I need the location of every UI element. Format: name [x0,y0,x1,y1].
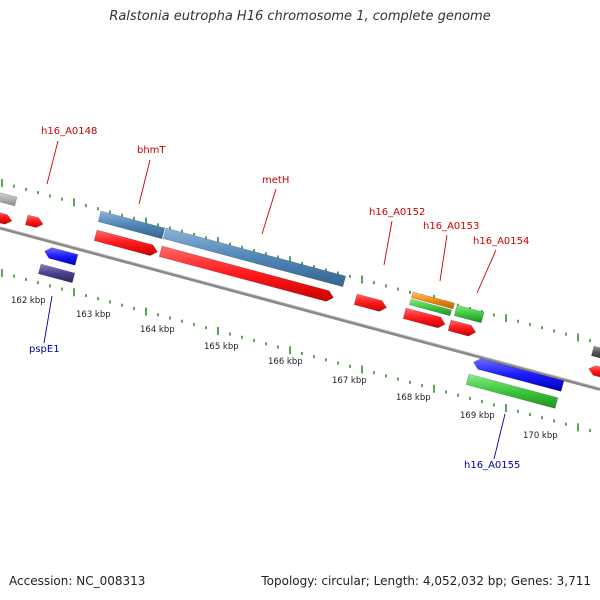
cds-red[interactable] [158,245,334,302]
scale-label: 162 kbp [11,296,46,306]
h16_A0153-green-gene[interactable] [409,298,452,317]
scale-label: 164 kbp [140,325,175,335]
label-leader-line [46,140,59,185]
cds-grey[interactable] [0,190,18,207]
gene-label-metH[interactable]: metH [262,175,289,186]
cds-blue[interactable] [44,247,79,266]
bhmT-gene[interactable] [97,210,166,240]
scale-label: 163 kbp [76,310,111,320]
gene-label-pspE1[interactable]: pspE1 [29,344,60,355]
label-leader-line [138,159,151,205]
cds-red[interactable] [447,319,477,337]
h16_A0154-gene[interactable] [453,304,485,324]
page-title: Ralstonia eutropha H16 chromosome 1, com… [109,9,491,24]
h16_A0153-orange-gene[interactable] [411,291,455,310]
gene-label-h16_A0148[interactable]: h16_A0148 [41,126,97,137]
cds-red[interactable] [588,365,600,378]
cds-red[interactable] [93,229,158,256]
label-leaders [43,140,506,460]
h16_A0155-gene[interactable] [473,358,565,392]
pspE1-gene[interactable] [38,263,76,284]
gene-label-h16_A0154[interactable]: h16_A0154 [473,236,529,247]
topology-summary: Topology: circular; Length: 4,052,032 bp… [261,574,591,588]
backbone [0,226,600,391]
gene-label-h16_A0153[interactable]: h16_A0153 [423,221,479,232]
metH-gene[interactable] [162,227,347,288]
label-leader-line [493,413,506,460]
h16_A0152-gene[interactable] [353,293,387,312]
scale-label: 170 kbp [523,431,558,441]
scale-label: 168 kbp [396,393,431,403]
label-leader-line [439,234,448,282]
cds-red[interactable] [402,307,446,329]
label-leader-line [261,188,277,235]
gene-label-h16_A0152[interactable]: h16_A0152 [369,207,425,218]
gene-label-h16_A0155[interactable]: h16_A0155 [464,460,520,471]
backbone-highlight [0,226,600,389]
backbone-line [0,226,600,391]
gene-label-bhmT[interactable]: bhmT [137,145,166,156]
cds-red[interactable] [0,210,13,225]
scale-label: 169 kbp [460,411,495,421]
cds-red[interactable] [25,214,44,228]
cds-darkgrey[interactable] [591,345,600,359]
scale-label: 166 kbp [268,357,303,367]
label-leader-line [383,220,393,266]
cds-green[interactable] [465,373,559,409]
label-leader-line [43,295,53,344]
scale-label: 165 kbp [204,342,239,352]
accession-text: Accession: NC_008313 [9,574,146,588]
labels: 162 kbp 163 kbp 164 kbp 165 kbp 166 kbp 167 k… [11,126,558,471]
label-leader-line [476,249,497,294]
features [0,190,600,409]
scale-label: 167 kbp [332,376,367,386]
